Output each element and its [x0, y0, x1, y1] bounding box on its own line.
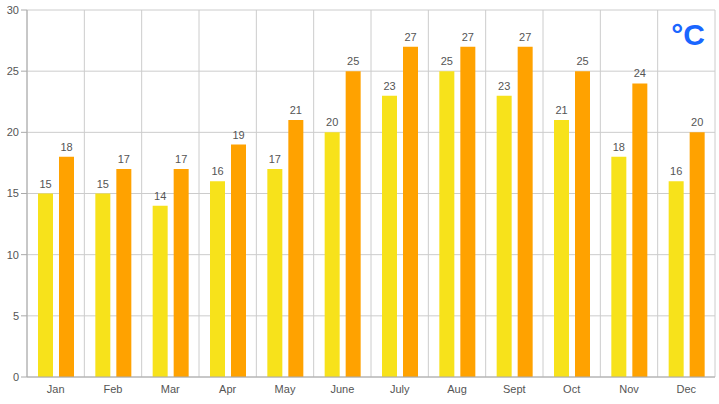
svg-text:23: 23 [498, 80, 510, 92]
html-text:°C: °C [671, 18, 705, 51]
svg-text:16: 16 [211, 165, 223, 177]
svg-text:Mar: Mar [161, 383, 180, 395]
svg-text:10: 10 [8, 249, 19, 261]
svg-text:Nov: Nov [619, 383, 639, 395]
svg-text:17: 17 [118, 153, 130, 165]
svg-text:5: 5 [13, 310, 19, 322]
svg-text:25: 25 [441, 55, 453, 67]
svg-text:0: 0 [13, 371, 19, 383]
svg-text:18: 18 [613, 141, 625, 153]
svg-text:17: 17 [175, 153, 187, 165]
svg-text:15: 15 [8, 187, 19, 199]
svg-text:21: 21 [290, 104, 302, 116]
svg-text:Apr: Apr [219, 383, 236, 395]
svg-text:20: 20 [326, 116, 338, 128]
svg-text:Sept: Sept [503, 383, 526, 395]
svg-text:23: 23 [383, 80, 395, 92]
svg-text:Feb: Feb [104, 383, 123, 395]
svg-text:30: 30 [8, 4, 19, 16]
svg-text:15: 15 [97, 178, 109, 190]
svg-text:16: 16 [670, 165, 682, 177]
svg-text:27: 27 [404, 31, 416, 43]
svg-text:21: 21 [555, 104, 567, 116]
svg-text:18: 18 [60, 141, 72, 153]
svg-text:25: 25 [576, 55, 588, 67]
svg-text:Jan: Jan [47, 383, 65, 395]
svg-text:27: 27 [462, 31, 474, 43]
svg-text:15: 15 [39, 178, 51, 190]
svg-text:20: 20 [8, 126, 19, 138]
svg-text:25: 25 [347, 55, 359, 67]
svg-text:27: 27 [519, 31, 531, 43]
svg-text:May: May [275, 383, 296, 395]
svg-text:Aug: Aug [447, 383, 467, 395]
svg-text:July: July [390, 383, 410, 395]
svg-text:Dec: Dec [677, 383, 697, 395]
svg-text:Oct: Oct [563, 383, 580, 395]
svg-text:June: June [330, 383, 354, 395]
svg-text:17: 17 [269, 153, 281, 165]
svg-text:14: 14 [154, 190, 166, 202]
svg-text:20: 20 [691, 116, 703, 128]
svg-text:19: 19 [232, 129, 244, 141]
svg-text:25: 25 [8, 65, 19, 77]
svg-text:24: 24 [634, 67, 646, 79]
